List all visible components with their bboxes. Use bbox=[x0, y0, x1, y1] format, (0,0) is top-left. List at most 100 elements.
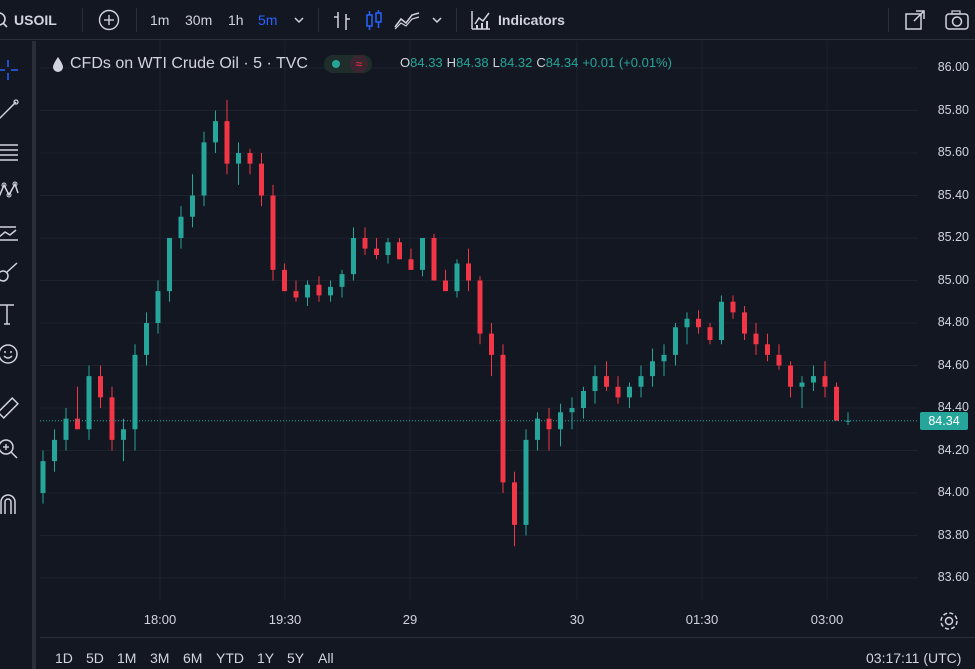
open-key: O bbox=[400, 55, 411, 70]
range-1m[interactable]: 1M bbox=[117, 650, 137, 666]
change-value: +0.01 (+0.01%) bbox=[582, 55, 672, 70]
chart-grid bbox=[40, 41, 918, 600]
candle-body bbox=[765, 344, 770, 355]
candle-body bbox=[443, 280, 448, 292]
interval-1h[interactable]: 1h bbox=[228, 12, 244, 28]
range-5y[interactable]: 5Y bbox=[287, 650, 305, 666]
low-key: L bbox=[492, 55, 500, 70]
candle-body bbox=[512, 482, 517, 525]
area-style-icon bbox=[394, 11, 420, 29]
market-open-icon bbox=[331, 60, 340, 68]
chevron-down-icon bbox=[294, 16, 304, 23]
indicators-button[interactable]: Indicators bbox=[470, 0, 565, 40]
candle-body bbox=[270, 195, 276, 270]
price-tick-label: 84.60 bbox=[937, 357, 969, 372]
ohlc-values: O 84.33 H 84.38 L 84.32 C 84.34 +0.01 (+0.01… bbox=[400, 55, 676, 70]
candle-body bbox=[316, 284, 322, 296]
interval-1m[interactable]: 1m bbox=[150, 12, 170, 28]
pattern-tool[interactable] bbox=[0, 176, 24, 206]
candle-body bbox=[776, 354, 782, 366]
range-5d[interactable]: 5D bbox=[86, 650, 104, 666]
candle-body bbox=[236, 153, 241, 164]
top-toolbar: USOIL 1m 30m 1h 5m Indicators bbox=[0, 0, 975, 40]
candle-body bbox=[86, 376, 92, 430]
text-icon bbox=[0, 304, 14, 325]
range-1y[interactable]: 1Y bbox=[257, 650, 275, 666]
open-value: 84.33 bbox=[410, 55, 443, 70]
candle-body bbox=[650, 361, 655, 377]
search-icon bbox=[0, 12, 8, 28]
magnet-tool[interactable] bbox=[0, 489, 24, 519]
market-status-pill[interactable]: ≈ bbox=[323, 55, 372, 73]
candle-body bbox=[719, 301, 724, 340]
camera-button[interactable] bbox=[942, 0, 972, 40]
symbol-search[interactable]: USOIL bbox=[0, 0, 57, 40]
bottom-toolbar bbox=[40, 637, 975, 669]
candle-body bbox=[121, 429, 126, 440]
candle-body bbox=[535, 418, 540, 440]
candle-body bbox=[98, 376, 103, 398]
candle-body bbox=[213, 121, 218, 143]
price-tick-label: 85.00 bbox=[937, 272, 969, 287]
chart-style-dropdown[interactable] bbox=[428, 0, 446, 40]
range-3m[interactable]: 3M bbox=[150, 650, 170, 666]
magnet-icon bbox=[0, 494, 16, 514]
candle-body bbox=[397, 242, 402, 260]
interval-30m[interactable]: 30m bbox=[185, 12, 213, 28]
candle-body bbox=[408, 259, 414, 270]
emoji-tool[interactable] bbox=[0, 339, 24, 369]
crosshair-tool[interactable] bbox=[0, 55, 24, 85]
text-tool[interactable] bbox=[0, 299, 24, 329]
candle-body bbox=[305, 284, 310, 298]
fib-tool[interactable] bbox=[0, 136, 24, 166]
price-tick-label: 84.40 bbox=[937, 400, 969, 414]
add-symbol-button[interactable] bbox=[96, 0, 122, 40]
trendline-tool[interactable] bbox=[0, 95, 24, 125]
range-ytd[interactable]: YTD bbox=[216, 650, 244, 666]
projection-icon bbox=[0, 226, 18, 241]
range-6m[interactable]: 6M bbox=[183, 650, 203, 666]
candle-body bbox=[489, 333, 494, 355]
utc-clock[interactable]: 03:17:11 (UTC) bbox=[866, 650, 962, 666]
divider bbox=[82, 8, 83, 32]
candle-style-button[interactable] bbox=[362, 0, 386, 40]
brush-tool[interactable] bbox=[0, 257, 24, 287]
interval-5m[interactable]: 5m bbox=[258, 12, 278, 28]
price-tick-label: 85.20 bbox=[937, 230, 969, 244]
interval-dropdown[interactable] bbox=[290, 0, 308, 40]
indicators-icon bbox=[471, 11, 490, 30]
candle-body bbox=[707, 327, 713, 340]
candle-body bbox=[696, 318, 701, 328]
zoom-tool[interactable] bbox=[0, 434, 24, 464]
price-tick-label: 85.80 bbox=[937, 102, 969, 117]
candle-body bbox=[385, 242, 391, 255]
chart-settings-button[interactable] bbox=[938, 610, 960, 635]
candle-body bbox=[822, 376, 828, 387]
area-style-button[interactable] bbox=[392, 0, 422, 40]
candle-body bbox=[374, 248, 379, 255]
candle-body bbox=[581, 391, 586, 408]
candle-body bbox=[569, 408, 575, 413]
divider bbox=[136, 8, 137, 32]
range-all[interactable]: All bbox=[318, 650, 334, 666]
price-tick-label: 84.00 bbox=[937, 485, 969, 499]
candle-body bbox=[362, 238, 368, 249]
projection-tool[interactable] bbox=[0, 217, 24, 247]
candle-body bbox=[40, 461, 46, 493]
pattern-icon bbox=[0, 181, 19, 198]
candle-body bbox=[753, 333, 759, 345]
candle-body bbox=[730, 301, 736, 313]
bar-style-icon bbox=[334, 11, 350, 30]
bar-style-button[interactable] bbox=[330, 0, 354, 40]
candle-body bbox=[604, 376, 609, 387]
close-value: 84.34 bbox=[545, 55, 579, 70]
candle-body bbox=[144, 323, 149, 355]
oil-drop-icon bbox=[53, 57, 63, 72]
range-1d[interactable]: 1D bbox=[55, 650, 73, 666]
time-tick-label: 03:00 bbox=[810, 612, 844, 627]
ruler-tool[interactable] bbox=[0, 393, 24, 423]
snapshot-button[interactable] bbox=[902, 0, 928, 40]
candle-body bbox=[75, 418, 80, 430]
fib-icon bbox=[0, 144, 18, 161]
